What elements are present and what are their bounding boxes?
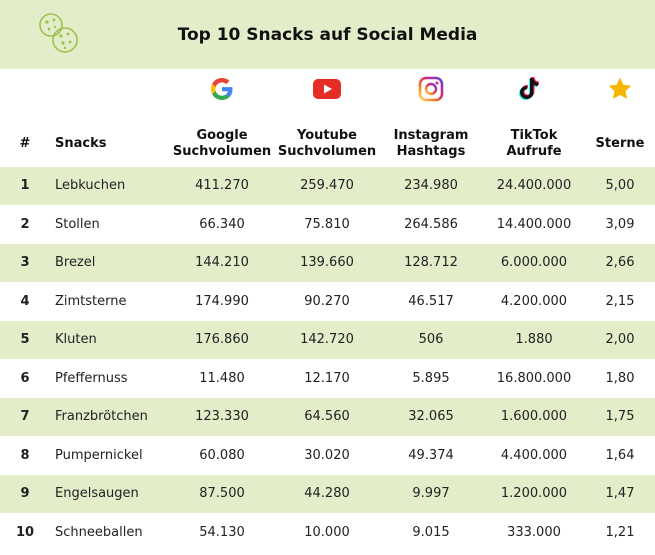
table-row: 6 Pfeffernuss 11.480 12.170 5.895 16.800… [0, 360, 655, 398]
stars-cell: 2,15 [605, 294, 635, 309]
table-row: 10 Schneeballen 54.130 10.000 9.015 333.… [0, 514, 655, 552]
stars-cell: 1,80 [605, 371, 635, 386]
column-header-youtube: Youtube Suchvolumen [277, 128, 377, 159]
cookie-icon [39, 13, 78, 53]
stars-cell: 1,47 [605, 486, 635, 501]
column-header-google: Google Suchvolumen [172, 128, 272, 159]
google-cell: 176.860 [195, 332, 249, 347]
tiktok-icon [513, 74, 545, 104]
star-icon [604, 74, 636, 104]
platform-icons-row [0, 74, 655, 108]
tiktok-cell: 4.200.000 [500, 294, 568, 309]
rank-cell: 9 [20, 486, 30, 501]
instagram-icon [415, 74, 447, 104]
column-header-stars: Sterne [595, 136, 645, 151]
rank-cell: 1 [20, 178, 30, 193]
google-cell: 123.330 [195, 409, 249, 424]
instagram-cell: 264.586 [404, 217, 458, 232]
snack-cell: Kluten [55, 332, 97, 347]
stars-cell: 1,64 [605, 448, 635, 463]
table-row: 2 Stollen 66.340 75.810 264.586 14.400.0… [0, 206, 655, 244]
tiktok-cell: 6.000.000 [500, 255, 568, 270]
instagram-cell: 5.895 [412, 371, 450, 386]
snack-cell: Franzbrötchen [55, 409, 148, 424]
instagram-cell: 46.517 [408, 294, 454, 309]
rank-cell: 4 [20, 294, 30, 309]
table-row: 8 Pumpernickel 60.080 30.020 49.374 4.40… [0, 437, 655, 475]
stars-cell: 5,00 [605, 178, 635, 193]
youtube-cell: 259.470 [300, 178, 354, 193]
google-icon [206, 74, 238, 104]
column-header-snack: Snacks [55, 136, 107, 151]
youtube-cell: 10.000 [304, 525, 350, 540]
tiktok-cell: 4.400.000 [500, 448, 568, 463]
column-header-rank: # [19, 136, 31, 151]
stars-cell: 3,09 [605, 217, 635, 232]
tiktok-cell: 24.400.000 [496, 178, 572, 193]
snack-cell: Zimtsterne [55, 294, 127, 309]
tiktok-cell: 1.880 [515, 332, 553, 347]
snack-cell: Pumpernickel [55, 448, 143, 463]
youtube-cell: 90.270 [304, 294, 350, 309]
stars-cell: 1,21 [605, 525, 635, 540]
tiktok-cell: 14.400.000 [496, 217, 572, 232]
youtube-cell: 30.020 [304, 448, 350, 463]
table-row: 9 Engelsaugen 87.500 44.280 9.997 1.200.… [0, 475, 655, 513]
rank-cell: 7 [20, 409, 30, 424]
instagram-cell: 32.065 [408, 409, 454, 424]
google-cell: 54.130 [199, 525, 245, 540]
page-title: Top 10 Snacks auf Social Media [177, 25, 478, 45]
snack-cell: Brezel [55, 255, 96, 270]
rank-cell: 5 [20, 332, 30, 347]
table-row: 1 Lebkuchen 411.270 259.470 234.980 24.4… [0, 167, 655, 205]
table-row: 3 Brezel 144.210 139.660 128.712 6.000.0… [0, 244, 655, 282]
snack-cell: Pfeffernuss [55, 371, 128, 386]
youtube-cell: 64.560 [304, 409, 350, 424]
stars-cell: 2,00 [605, 332, 635, 347]
table-row: 7 Franzbrötchen 123.330 64.560 32.065 1.… [0, 398, 655, 436]
google-cell: 411.270 [195, 178, 249, 193]
table-row: 5 Kluten 176.860 142.720 506 1.880 2,00 [0, 321, 655, 359]
youtube-icon [311, 74, 343, 104]
snack-cell: Engelsaugen [55, 486, 139, 501]
instagram-cell: 128.712 [404, 255, 458, 270]
youtube-cell: 142.720 [300, 332, 354, 347]
tiktok-cell: 333.000 [507, 525, 561, 540]
tiktok-cell: 16.800.000 [496, 371, 572, 386]
instagram-cell: 506 [418, 332, 444, 347]
rank-cell: 3 [20, 255, 30, 270]
google-cell: 60.080 [199, 448, 245, 463]
table-row: 4 Zimtsterne 174.990 90.270 46.517 4.200… [0, 283, 655, 321]
header-banner: Top 10 Snacks auf Social Media [0, 0, 655, 69]
rank-cell: 8 [20, 448, 30, 463]
instagram-cell: 9.015 [412, 525, 450, 540]
rank-cell: 6 [20, 371, 30, 386]
google-cell: 66.340 [199, 217, 245, 232]
tiktok-cell: 1.600.000 [500, 409, 568, 424]
youtube-cell: 12.170 [304, 371, 350, 386]
google-cell: 87.500 [199, 486, 245, 501]
youtube-cell: 44.280 [304, 486, 350, 501]
google-cell: 144.210 [195, 255, 249, 270]
instagram-cell: 9.997 [412, 486, 450, 501]
youtube-cell: 75.810 [304, 217, 350, 232]
snack-cell: Schneeballen [55, 525, 143, 540]
instagram-cell: 49.374 [408, 448, 454, 463]
tiktok-cell: 1.200.000 [500, 486, 568, 501]
youtube-cell: 139.660 [300, 255, 354, 270]
rank-cell: 10 [15, 525, 35, 540]
snack-cell: Lebkuchen [55, 178, 126, 193]
stars-cell: 2,66 [605, 255, 635, 270]
google-cell: 11.480 [199, 371, 245, 386]
stars-cell: 1,75 [605, 409, 635, 424]
snack-cell: Stollen [55, 217, 100, 232]
google-cell: 174.990 [195, 294, 249, 309]
column-header-instagram: Instagram Hashtags [393, 128, 469, 159]
column-header-tiktok: TikTok Aufrufe [506, 128, 562, 159]
instagram-cell: 234.980 [404, 178, 458, 193]
rank-cell: 2 [20, 217, 30, 232]
